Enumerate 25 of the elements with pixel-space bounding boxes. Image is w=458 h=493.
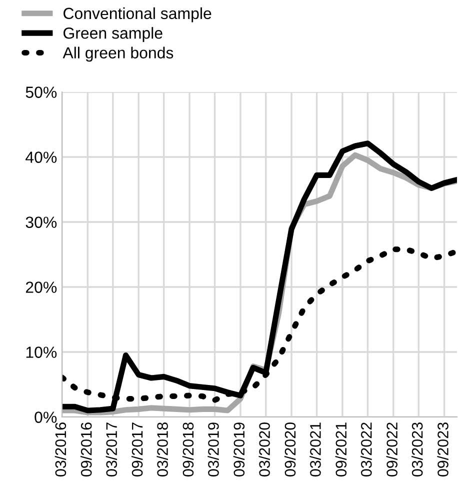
y-tick-label: 40% [26, 152, 57, 163]
x-tick-label: 03/2021 [310, 422, 321, 476]
x-tick-label: 03/2023 [412, 422, 423, 476]
legend-label: Conventional sample [64, 7, 212, 22]
legend-label: Green sample [64, 27, 162, 42]
x-tick-label: 09/2016 [80, 422, 92, 476]
x-tick-label: 09/2020 [284, 422, 296, 476]
x-tick-label: 03/2020 [258, 422, 270, 476]
y-tick-label: 10% [26, 346, 57, 358]
x-tick-label: 03/2017 [106, 422, 118, 476]
x-tick-label: 09/2022 [386, 422, 398, 476]
x-tick-label: 03/2022 [360, 422, 372, 476]
x-tick-label: 09/2017 [131, 422, 143, 476]
x-tick-label: 09/2018 [182, 422, 194, 476]
legend-label: All green bonds [62, 46, 174, 62]
y-tick-label: 0% [34, 412, 57, 423]
x-tick-label: 03/2016 [54, 422, 66, 476]
x-tick-label: 09/2019 [233, 422, 245, 476]
y-tick-label: 50% [26, 86, 57, 98]
y-tick-label: 20% [26, 282, 57, 293]
x-tick-label: 09/2023 [437, 422, 448, 476]
x-tick-label: 09/2021 [335, 422, 347, 476]
x-tick-label: 03/2018 [156, 422, 168, 476]
x-tick-label: 03/2019 [208, 422, 219, 476]
y-tick-label: 30% [26, 216, 57, 228]
